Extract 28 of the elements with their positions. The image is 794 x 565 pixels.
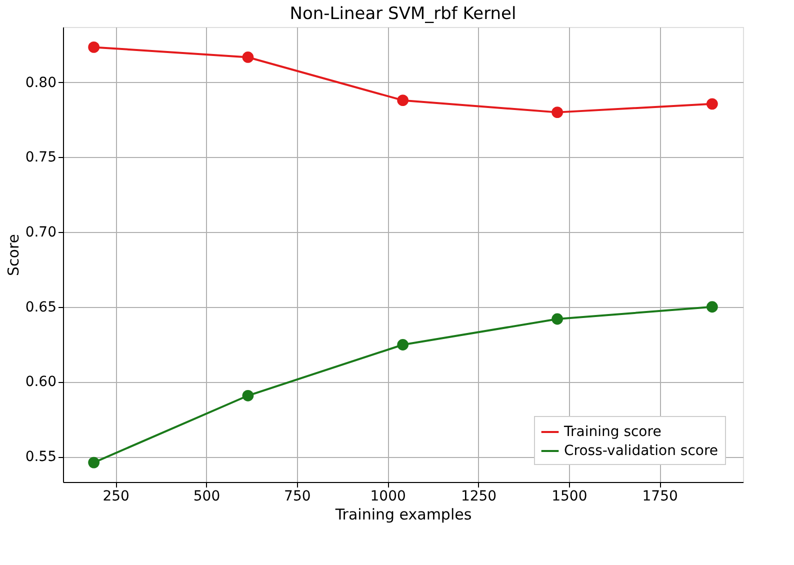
x-tick-label: 500	[193, 488, 220, 504]
point	[397, 339, 409, 350]
y-tick-label: 0.70	[25, 224, 56, 241]
chart-title: Non-Linear SVM_rbf Kernel	[290, 4, 516, 24]
point	[88, 456, 100, 468]
point	[242, 390, 254, 402]
legend-label: Cross-validation score	[564, 443, 718, 459]
point	[88, 42, 100, 53]
x-axis-title: Training examples	[334, 506, 472, 524]
point	[706, 301, 718, 313]
legend-label: Training score	[563, 424, 662, 440]
point	[552, 106, 564, 118]
point	[397, 94, 409, 106]
x-tick-label: 1250	[460, 488, 497, 504]
point	[242, 52, 254, 63]
x-tick-label: 1750	[642, 488, 678, 504]
y-tick-label: 0.75	[25, 150, 56, 166]
x-tick-label: 1500	[552, 488, 588, 504]
y-tick-label: 0.55	[25, 449, 56, 466]
y-tick-label: 0.60	[25, 374, 56, 390]
x-tick-label: 750	[284, 488, 311, 504]
point	[706, 98, 718, 110]
y-axis-title: Score	[4, 234, 22, 276]
y-tick-label: 0.80	[25, 74, 56, 91]
point	[552, 313, 564, 325]
x-tick-label: 250	[102, 488, 130, 504]
y-tick-label: 0.65	[25, 299, 56, 316]
x-tick-label: 1000	[370, 488, 406, 504]
